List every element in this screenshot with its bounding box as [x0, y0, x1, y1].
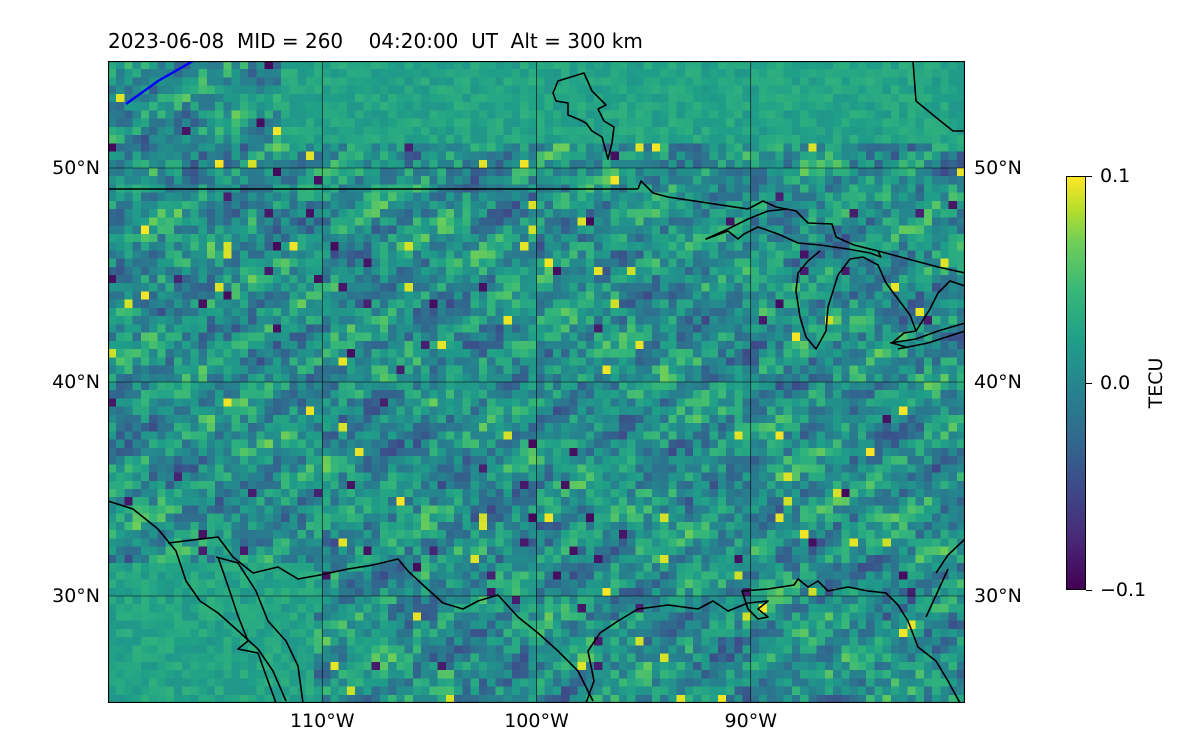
- map-plot-area: [108, 61, 965, 703]
- lake-huron-outline: [849, 256, 917, 348]
- colorbar-tick-label: 0.1: [1100, 165, 1131, 187]
- colorbar-axis-label: TECU: [1145, 357, 1167, 409]
- baja-west-coast: [217, 556, 277, 703]
- map-frame-border: [108, 61, 965, 703]
- lat-label-left: 50°N: [52, 157, 100, 179]
- hudson-bay-island: [552, 72, 615, 160]
- lat-label-left: 40°N: [52, 371, 100, 393]
- coastlines: [108, 61, 965, 703]
- satellite-track: [125, 61, 194, 105]
- map-title: 2023-06-08 MID = 260 04:20:00 UT Alt = 3…: [108, 29, 643, 53]
- colorbar-tick: [1086, 176, 1092, 177]
- lon-label: 90°W: [724, 710, 777, 732]
- colorbar-tick-label: −0.1: [1100, 579, 1147, 601]
- baja-gulf-coast: [215, 556, 304, 703]
- baja-peninsula: [167, 536, 594, 702]
- canada-east-border: [877, 250, 965, 274]
- colorbar-tick-label: 0.0: [1100, 372, 1131, 394]
- north-coast: [912, 61, 965, 132]
- lat-label-right: 30°N: [974, 585, 1022, 607]
- lon-label: 110°W: [289, 710, 355, 732]
- gridlines: [108, 61, 965, 703]
- map-overlay: [108, 61, 965, 703]
- lake-erie-ontario-outline: [889, 322, 965, 350]
- lat-label-right: 50°N: [974, 157, 1022, 179]
- baja-mainland-coast: [108, 500, 287, 702]
- great-lakes-shore: [915, 280, 965, 332]
- lon-label: 100°W: [504, 710, 569, 732]
- lat-label-left: 30°N: [52, 585, 100, 607]
- lat-label-right: 40°N: [974, 371, 1022, 393]
- colorbar-tick: [1086, 383, 1092, 384]
- lake-superior-outline: [637, 180, 882, 258]
- colorbar: [1066, 176, 1086, 590]
- lake-michigan-outline: [795, 250, 851, 350]
- gulf-coast: [585, 578, 961, 703]
- florida-peninsula: [925, 538, 965, 618]
- colorbar-tick: [1086, 590, 1092, 591]
